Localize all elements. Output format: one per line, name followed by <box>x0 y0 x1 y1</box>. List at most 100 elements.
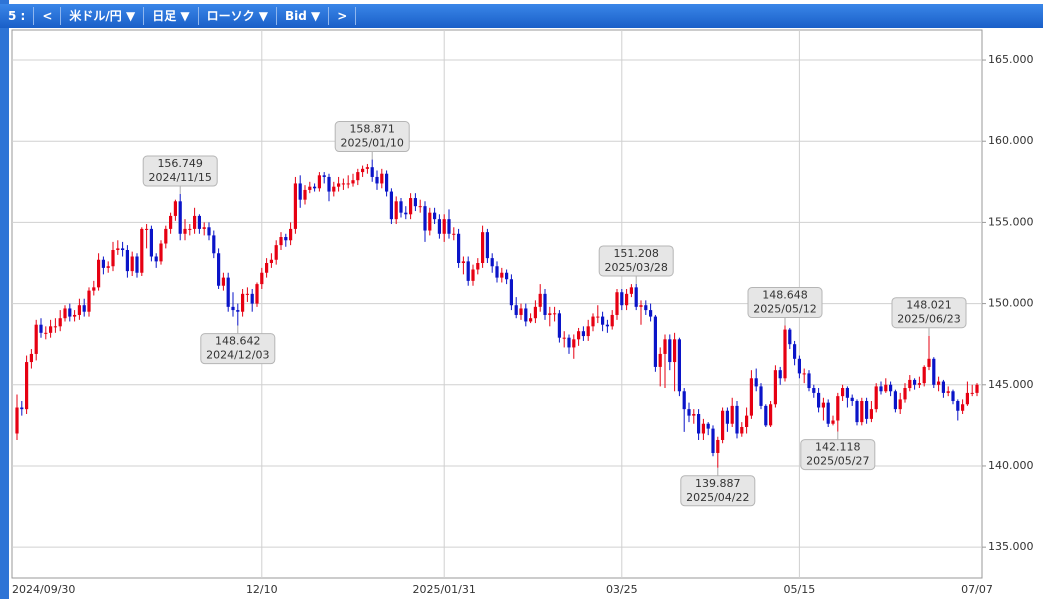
candle-body <box>807 373 811 389</box>
candle-body <box>375 176 379 184</box>
candle-body <box>169 215 173 229</box>
x-tick-label: 2024/09/30 <box>12 583 75 596</box>
candle-body <box>946 391 950 393</box>
candle-body <box>394 201 398 220</box>
candle-body <box>370 167 374 177</box>
candle-body <box>975 384 979 393</box>
candle-body <box>365 167 369 169</box>
candle-body <box>418 206 422 208</box>
y-tick-label: 160.000 <box>988 134 1034 147</box>
candle-body <box>82 305 86 312</box>
candle-body <box>351 180 355 184</box>
candle-body <box>188 228 192 230</box>
candle-body <box>601 316 605 325</box>
candle-body <box>788 329 792 345</box>
candle-body <box>269 259 273 264</box>
candle-body <box>605 324 609 327</box>
annotation-date: 2025/01/10 <box>340 137 403 150</box>
candle-body <box>202 227 206 229</box>
candle-body <box>879 386 883 392</box>
candle-body <box>884 384 888 392</box>
candle-body <box>289 228 293 241</box>
candle-body <box>399 201 403 213</box>
candle-body <box>428 212 432 231</box>
candle-body <box>231 306 235 311</box>
candle-body <box>634 287 638 307</box>
candle-body <box>433 212 437 220</box>
candle-body <box>898 399 902 410</box>
candle-body <box>308 186 312 190</box>
candle-body <box>591 316 595 327</box>
candle-body <box>889 384 893 392</box>
candle-body <box>15 407 19 434</box>
candle-body <box>519 308 523 315</box>
annotation-date: 2024/12/03 <box>206 349 269 362</box>
candle-body <box>917 383 921 385</box>
candle-body <box>706 423 710 429</box>
candle-body <box>293 183 297 229</box>
toolbar-item[interactable]: 米ドル/円 ▼ <box>61 7 145 25</box>
toolbar: 5 : < 米ドル/円 ▼ 日足 ▼ ローソク ▼ Bid ▼ > <box>0 4 1043 28</box>
candle-body <box>413 198 417 207</box>
candle-body <box>68 308 72 317</box>
y-tick-label: 150.000 <box>988 297 1034 310</box>
toolbar-item[interactable]: ローソク ▼ <box>199 7 278 25</box>
candle-body <box>53 326 57 328</box>
candle-body <box>509 279 513 306</box>
candle-body <box>644 305 648 311</box>
candle-body <box>178 201 182 234</box>
candle-body <box>207 227 211 236</box>
candle-body <box>111 250 115 267</box>
toolbar-item[interactable]: > <box>329 7 357 25</box>
annotation-box <box>142 155 218 187</box>
candle-body <box>701 423 705 434</box>
candle-body <box>826 402 830 424</box>
x-tick-label: 2025/01/31 <box>412 583 475 596</box>
toolbar-item[interactable]: < <box>34 7 62 25</box>
candle-body <box>514 305 518 315</box>
candle-body <box>437 219 441 234</box>
toolbar-item[interactable]: Bid ▼ <box>277 7 330 25</box>
candle-body <box>773 370 777 405</box>
candle-body <box>932 358 936 385</box>
candle-body <box>869 409 873 419</box>
candle-body <box>217 253 221 286</box>
candle-body <box>596 316 600 318</box>
candle-body <box>711 428 715 453</box>
candle-body <box>44 332 48 334</box>
candle-body <box>337 183 341 187</box>
annotation-box <box>200 333 276 365</box>
candle-body <box>653 316 657 367</box>
annotation-box <box>800 439 876 471</box>
candle-body <box>740 426 744 434</box>
candle-body <box>466 261 470 281</box>
frame-left <box>0 0 9 599</box>
candle-body <box>730 405 734 424</box>
toolbar-item[interactable]: 日足 ▼ <box>144 7 199 25</box>
candle-body <box>164 228 168 244</box>
candle-body <box>274 245 278 260</box>
x-tick-label: 05/15 <box>784 583 816 596</box>
candle-body <box>836 396 840 421</box>
candle-body <box>778 370 782 379</box>
candle-body <box>615 292 619 315</box>
candle-body <box>197 215 201 229</box>
candle-body <box>193 215 197 229</box>
annotation-date: 2025/03/28 <box>604 261 667 274</box>
candle-body <box>567 337 571 348</box>
candle-body <box>63 308 67 319</box>
candle-body <box>423 206 427 231</box>
annotation-box <box>680 475 756 507</box>
candle-body <box>250 293 254 304</box>
annotation-value: 156.749 <box>157 157 203 170</box>
candle-body <box>322 175 326 177</box>
x-tick-label: 07/07 <box>961 583 993 596</box>
candle-body <box>92 287 96 291</box>
candle-body <box>553 313 557 315</box>
candle-body <box>279 237 283 246</box>
